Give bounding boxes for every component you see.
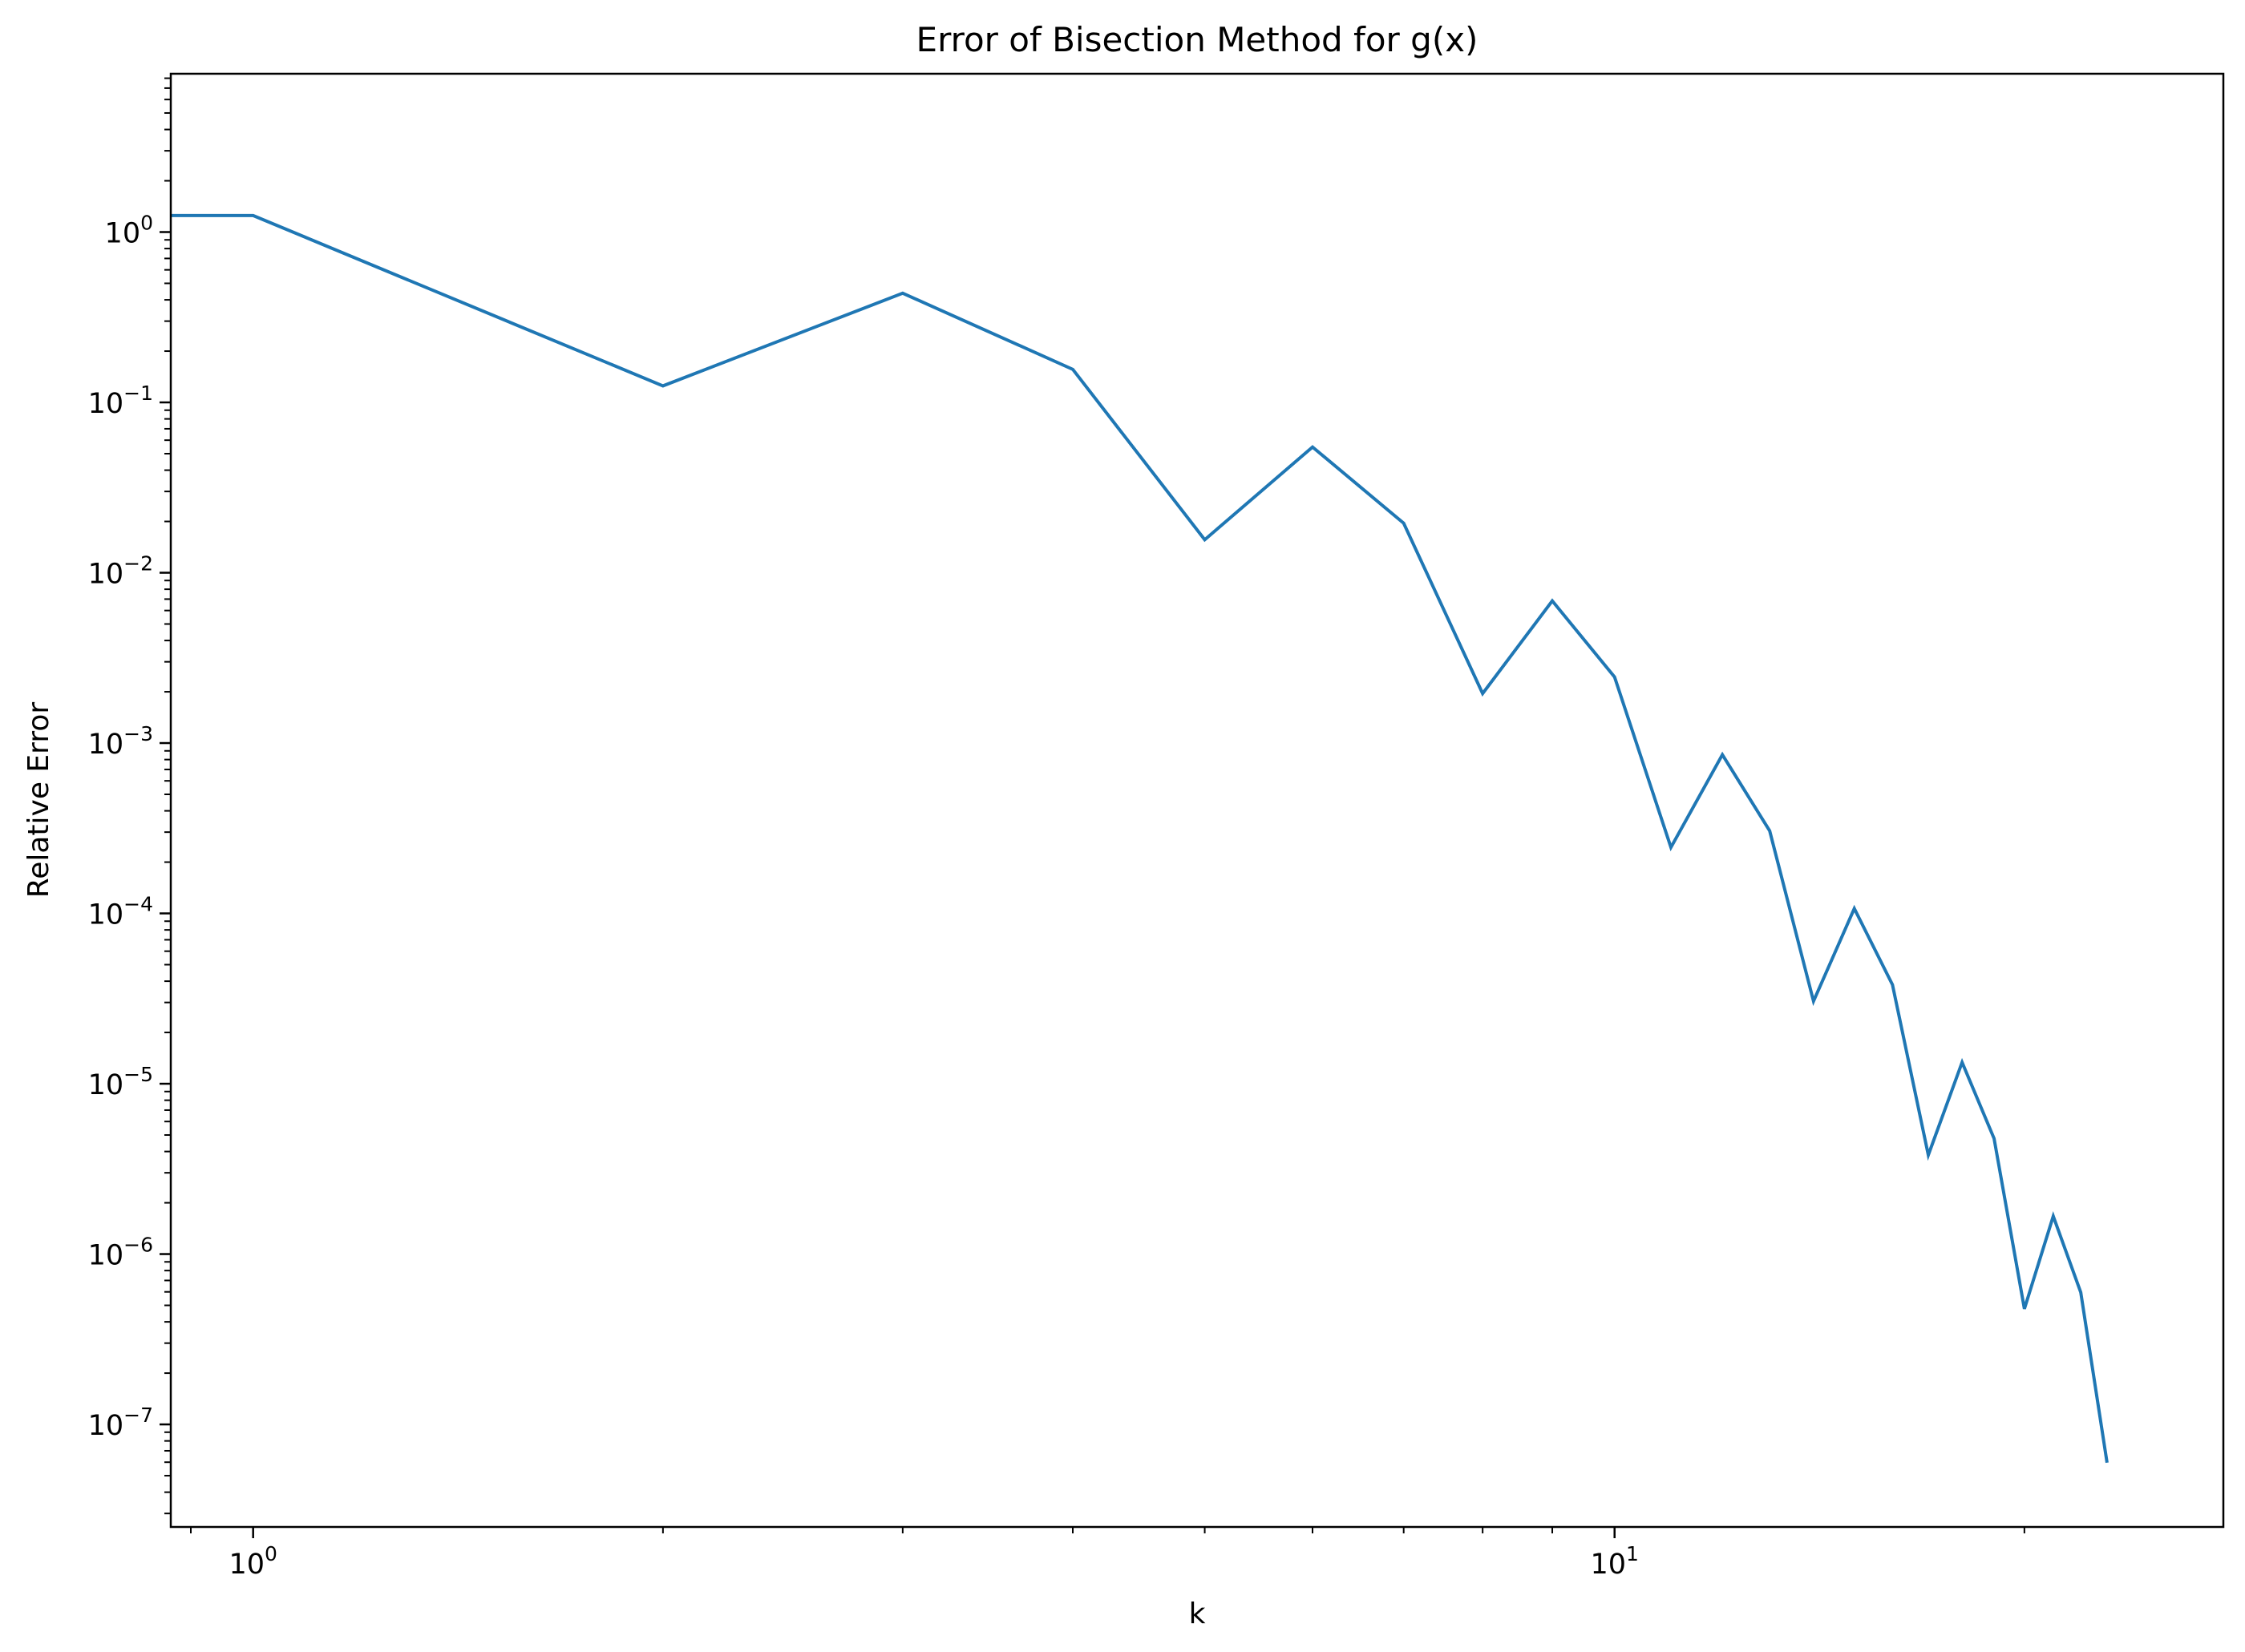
- series-line: [171, 213, 2109, 1464]
- y-tick-label: 10−7: [88, 1404, 153, 1442]
- y-tick-label: 10−3: [88, 722, 153, 761]
- y-axis-ticks: 100 10−1 10−2 10−3 10−4 10−5 10−6 10−7: [88, 212, 171, 1442]
- y-tick-label: 10−5: [88, 1063, 153, 1101]
- plot-area: [171, 74, 2223, 1527]
- plot-frame: [169, 72, 2225, 1529]
- minor-ticks: [164, 77, 2025, 1533]
- x-tick-label: 101: [1590, 1542, 1638, 1581]
- x-axis-label: k: [1189, 1597, 1206, 1630]
- x-tick-label: 100: [229, 1542, 277, 1581]
- y-tick-label: 10−2: [88, 552, 153, 591]
- x-axis-ticks: 100 101: [229, 1527, 1639, 1581]
- y-tick-label: 100: [105, 212, 153, 250]
- series-group: [171, 213, 2109, 1464]
- y-tick-label: 10−1: [88, 382, 153, 420]
- y-tick-label: 10−4: [88, 893, 153, 931]
- y-tick-label: 10−6: [88, 1234, 153, 1272]
- chart-title: Error of Bisection Method for g(x): [916, 20, 1478, 59]
- y-axis-label: Relative Error: [22, 702, 55, 899]
